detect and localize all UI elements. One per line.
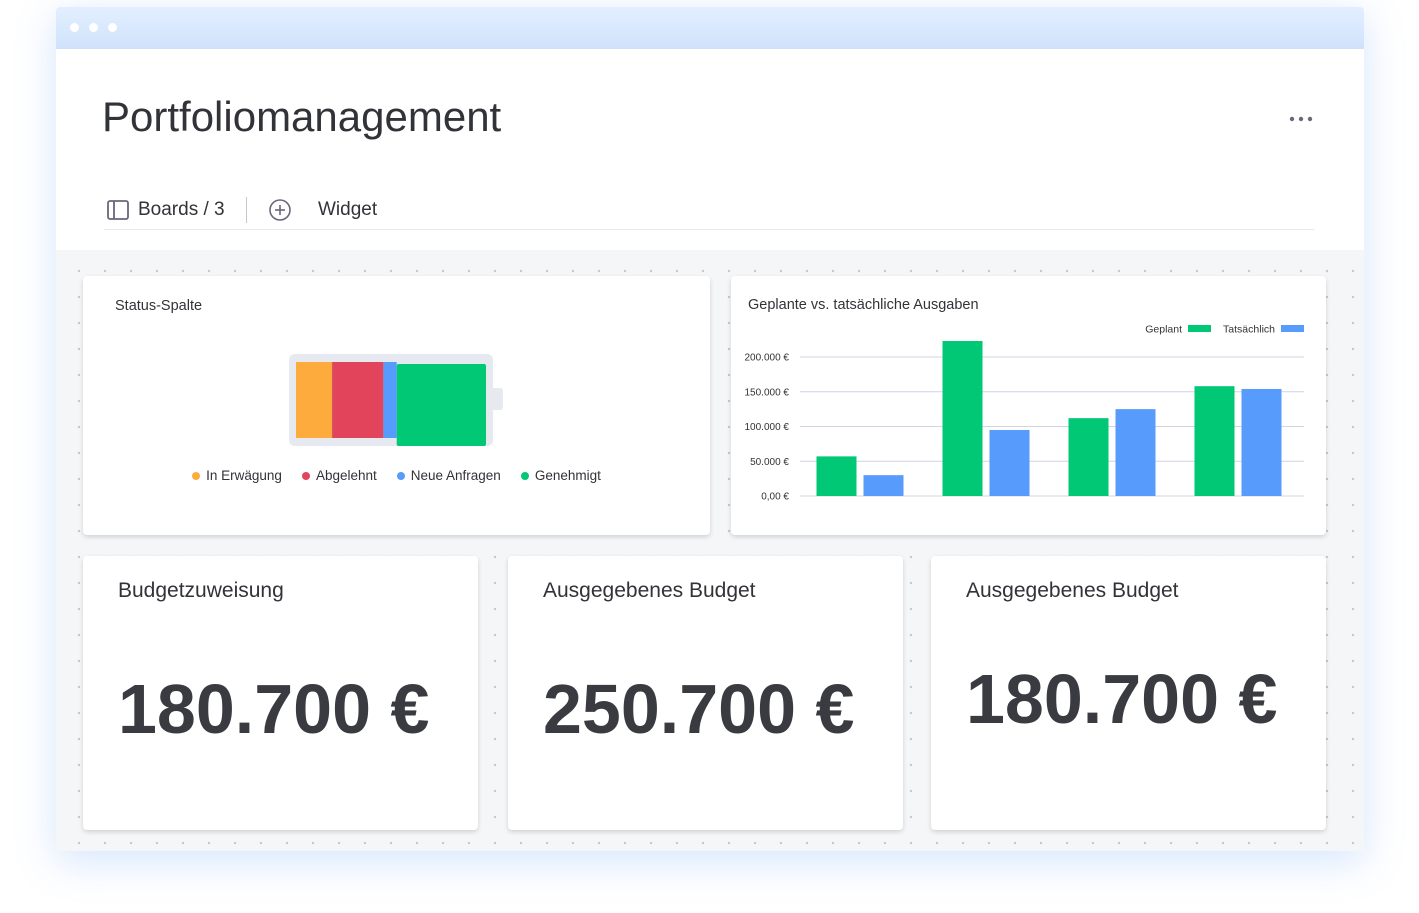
bar xyxy=(989,429,1030,496)
window-dot xyxy=(108,23,117,32)
boards-icon xyxy=(107,200,129,220)
window-dot xyxy=(89,23,98,32)
bar xyxy=(942,341,983,496)
battery-chart xyxy=(289,354,503,446)
legend-label: Genehmigt xyxy=(534,468,601,483)
legend-item: Abgelehnt xyxy=(301,468,377,483)
legend-dot xyxy=(396,471,405,480)
kpi-widget: Ausgegebenes Budget 180.700 € xyxy=(931,556,1326,830)
bar xyxy=(1241,388,1282,496)
kpi-value: 180.700 € xyxy=(966,660,1278,738)
separator xyxy=(246,197,247,223)
kpi-value: 180.700 € xyxy=(118,670,430,748)
kpi-title: Ausgegebenes Budget xyxy=(543,579,756,602)
window-bar xyxy=(56,7,1364,49)
legend-item: In Erwägung xyxy=(192,468,282,483)
battery-segment xyxy=(332,362,384,438)
kpi-value: 250.700 € xyxy=(543,670,855,748)
y-tick-label: 50.000 € xyxy=(750,457,789,468)
bar xyxy=(1115,409,1156,496)
y-tick-label: 150.000 € xyxy=(745,387,790,398)
chart: Geplante vs. tatsächliche Ausgaben 0,00 … xyxy=(745,297,1304,503)
legend: In Erwägung Abgelehnt Neue Anfragen Genehmi… xyxy=(83,468,710,483)
legend-dot xyxy=(520,471,529,480)
y-tick-label: 100.000 € xyxy=(745,422,790,433)
bar xyxy=(863,475,904,496)
kpi-title: Ausgegebenes Budget xyxy=(966,579,1179,602)
bar xyxy=(1068,418,1109,496)
chart-title: Geplante vs. tatsächliche Ausgaben xyxy=(748,297,979,313)
kpi-widget: Ausgegebenes Budget 250.700 € xyxy=(508,556,903,830)
bar-chart-widget: Geplante vs. tatsächliche Ausgaben 0,00 … xyxy=(731,276,1326,535)
legend-label: Tatsächlich xyxy=(1223,324,1275,336)
legend-label: Abgelehnt xyxy=(315,468,377,483)
legend-item: Neue Anfragen xyxy=(396,468,501,483)
legend-item: Genehmigt xyxy=(520,468,601,483)
legend-swatch xyxy=(1281,325,1304,332)
kpi-widget: Budgetzuweisung 180.700 € xyxy=(83,556,478,830)
divider xyxy=(104,229,1314,230)
y-tick-label: 200.000 € xyxy=(745,353,790,364)
kpi-title: Budgetzuweisung xyxy=(118,579,284,602)
battery-segment xyxy=(383,362,397,438)
add-icon[interactable] xyxy=(268,198,292,222)
legend-dot xyxy=(192,471,201,480)
legend-dot xyxy=(301,471,310,480)
legend-swatch xyxy=(1188,325,1211,332)
more-menu[interactable] xyxy=(1288,115,1314,123)
battery-segment xyxy=(396,364,486,446)
y-tick-label: 0,00 € xyxy=(761,492,789,503)
status-widget: Status-Spalte In Erwägung Abgelehnt Neue A… xyxy=(83,276,710,535)
page-title: Portfoliomanagement xyxy=(102,93,502,140)
boards-tab[interactable]: Boards / 3 xyxy=(138,199,225,220)
battery-nub xyxy=(491,388,503,410)
legend-label: In Erwägung xyxy=(206,468,282,483)
widget-title: Status-Spalte xyxy=(115,298,203,314)
bar xyxy=(816,456,857,496)
widget-button[interactable]: Widget xyxy=(318,199,378,220)
window-dot xyxy=(70,23,79,32)
legend-label: Neue Anfragen xyxy=(410,468,501,483)
bar xyxy=(1194,386,1235,496)
battery-segment xyxy=(296,362,333,438)
legend-label: Geplant xyxy=(1145,324,1182,336)
